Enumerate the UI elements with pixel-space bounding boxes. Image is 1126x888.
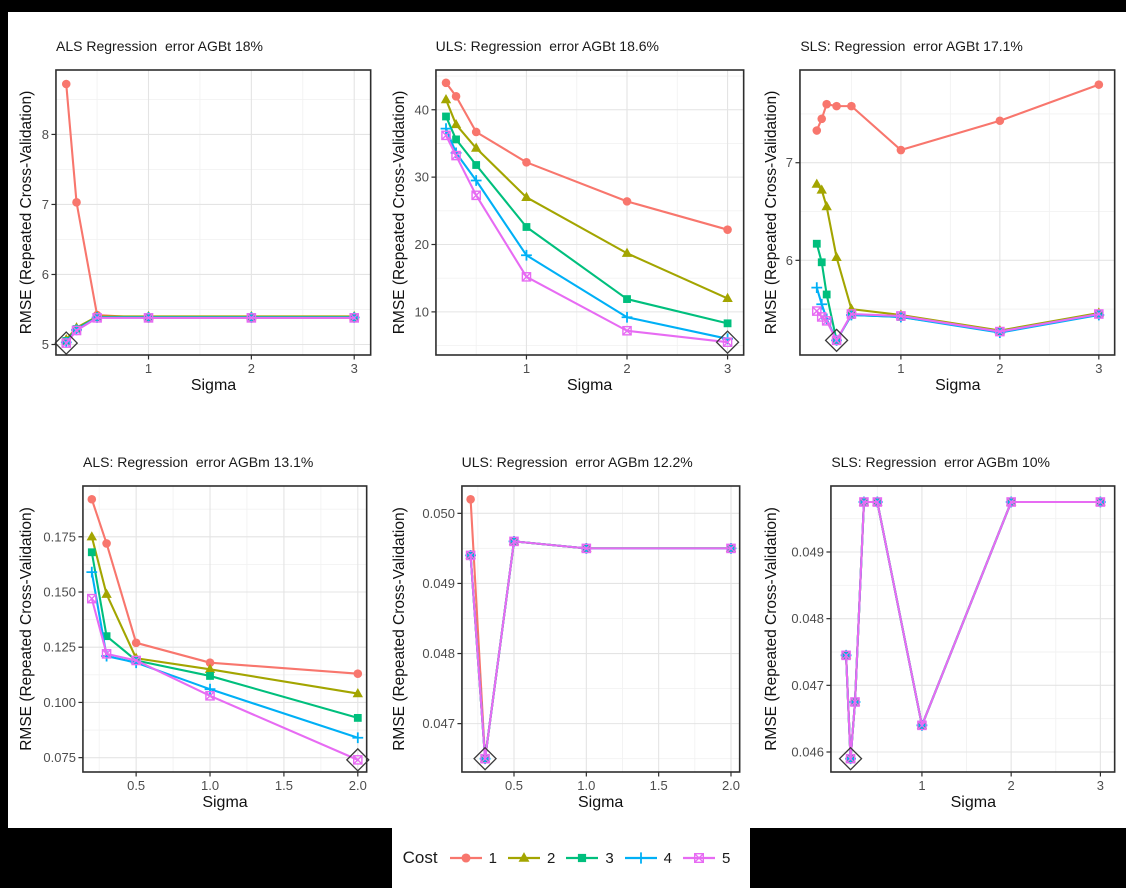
svg-text:0.050: 0.050 bbox=[422, 506, 454, 521]
plot-area: 0.5 1.0 1.5 2.0 0.075 0.100 0.125 0.150 0.175 bbox=[43, 485, 370, 793]
panel-grid: ALS Regression error AGBt 18% RMSE (Repe… bbox=[8, 12, 1126, 828]
legend-item-label: 2 bbox=[546, 849, 556, 867]
svg-text:0.5: 0.5 bbox=[127, 778, 145, 793]
svg-text:3: 3 bbox=[351, 361, 358, 376]
svg-text:2: 2 bbox=[1008, 778, 1015, 793]
svg-text:2: 2 bbox=[248, 361, 255, 376]
svg-text:0.150: 0.150 bbox=[43, 585, 75, 600]
svg-text:5: 5 bbox=[42, 337, 49, 352]
legend-item-cost-5: 5 bbox=[681, 847, 730, 869]
x-axis-label: Sigma bbox=[950, 794, 996, 811]
panel-title: ALS: Regression error AGBm 13.1% bbox=[83, 454, 314, 470]
x-axis-label: Sigma bbox=[566, 377, 613, 394]
svg-text:7: 7 bbox=[786, 155, 793, 170]
x-axis-label: Sigma bbox=[577, 794, 624, 811]
x-axis-label: Sigma bbox=[202, 794, 248, 811]
panel-uls-agbm: ULS: Regression error AGBm 12.2% RMSE (R… bbox=[381, 420, 754, 828]
svg-text:0.049: 0.049 bbox=[422, 576, 454, 591]
svg-text:6: 6 bbox=[786, 253, 793, 268]
plot-area: 1 2 3 5 6 7 8 bbox=[42, 69, 372, 376]
panel-title: SLS: Regression error AGBm 10% bbox=[831, 454, 1050, 470]
svg-text:0.5: 0.5 bbox=[505, 778, 523, 793]
svg-text:1.5: 1.5 bbox=[275, 778, 293, 793]
svg-text:2.0: 2.0 bbox=[722, 778, 740, 793]
panel-title: SLS: Regression error AGBt 17.1% bbox=[800, 38, 1023, 54]
svg-text:1.0: 1.0 bbox=[577, 778, 595, 793]
legend-item-label: 3 bbox=[605, 849, 614, 867]
panel-title: ALS Regression error AGBt 18% bbox=[56, 38, 263, 54]
panel-uls-agbt: ULS: Regression error AGBt 18.6% RMSE (R… bbox=[381, 12, 754, 420]
legend-key-plus-icon bbox=[624, 852, 657, 864]
svg-text:7: 7 bbox=[42, 197, 49, 212]
svg-text:40: 40 bbox=[414, 102, 428, 117]
plot-area: 0.5 1.0 1.5 2.0 0.047 0.048 0.049 0.050 bbox=[422, 485, 741, 793]
svg-text:0.075: 0.075 bbox=[43, 750, 75, 765]
svg-text:8: 8 bbox=[42, 127, 49, 142]
plot-area: 1 2 3 0.046 0.047 0.048 0.049 bbox=[792, 485, 1116, 793]
x-axis-label: Sigma bbox=[190, 377, 237, 394]
svg-text:1: 1 bbox=[522, 361, 529, 376]
legend-item-label: 4 bbox=[663, 849, 672, 867]
svg-text:3: 3 bbox=[724, 361, 731, 376]
panel-sls-agbt: SLS: Regression error AGBt 17.1% RMSE (R… bbox=[753, 12, 1126, 420]
legend-key-circle-icon bbox=[449, 853, 482, 863]
legend-item-cost-4: 4 bbox=[623, 847, 672, 869]
svg-text:10: 10 bbox=[414, 304, 428, 319]
figure-background: ALS Regression error AGBt 18% RMSE (Repe… bbox=[8, 12, 1126, 828]
svg-text:0.175: 0.175 bbox=[43, 529, 75, 544]
panel-als-agbm: ALS: Regression error AGBm 13.1% RMSE (R… bbox=[8, 420, 381, 828]
plot-area: 1 2 3 10 20 30 40 bbox=[414, 69, 745, 376]
x-axis-label: Sigma bbox=[935, 377, 981, 394]
plot-area: 1 2 3 6 7 bbox=[786, 69, 1116, 376]
legend-item-cost-2: 2 bbox=[506, 847, 555, 869]
svg-text:2.0: 2.0 bbox=[349, 778, 367, 793]
svg-text:2: 2 bbox=[997, 361, 1004, 376]
legend-item-cost-1: 1 bbox=[448, 847, 497, 869]
legend-item-label: 1 bbox=[488, 849, 497, 867]
svg-text:0.100: 0.100 bbox=[43, 695, 75, 710]
legend-item-cost-3: 3 bbox=[564, 847, 614, 869]
legend: Cost 1 2 3 4 5 bbox=[392, 828, 750, 888]
svg-text:0.048: 0.048 bbox=[792, 611, 824, 626]
panel-als-agbt: ALS Regression error AGBt 18% RMSE (Repe… bbox=[8, 12, 381, 420]
svg-text:0.125: 0.125 bbox=[43, 640, 75, 655]
svg-text:2: 2 bbox=[623, 361, 630, 376]
svg-text:6: 6 bbox=[42, 267, 49, 282]
legend-key-square-icon bbox=[566, 853, 599, 863]
legend-key-square-x-icon bbox=[683, 852, 715, 864]
legend-item-label: 5 bbox=[722, 849, 731, 867]
svg-text:0.046: 0.046 bbox=[792, 744, 824, 759]
svg-text:3: 3 bbox=[1097, 778, 1104, 793]
svg-text:0.047: 0.047 bbox=[792, 678, 824, 693]
svg-text:1.0: 1.0 bbox=[201, 778, 219, 793]
legend-key-triangle-icon bbox=[507, 852, 540, 862]
panel-title: ULS: Regression error AGBm 12.2% bbox=[461, 454, 693, 470]
svg-text:0.049: 0.049 bbox=[792, 544, 824, 559]
svg-text:0.047: 0.047 bbox=[422, 716, 454, 731]
svg-text:1: 1 bbox=[919, 778, 926, 793]
svg-text:1.5: 1.5 bbox=[649, 778, 667, 793]
legend-title: Cost bbox=[402, 848, 438, 867]
svg-text:3: 3 bbox=[1096, 361, 1103, 376]
svg-text:1: 1 bbox=[145, 361, 152, 376]
panel-sls-agbm: SLS: Regression error AGBm 10% RMSE (Rep… bbox=[753, 420, 1126, 828]
svg-text:30: 30 bbox=[414, 170, 428, 185]
svg-text:0.048: 0.048 bbox=[422, 646, 454, 661]
svg-text:1: 1 bbox=[898, 361, 905, 376]
svg-text:20: 20 bbox=[414, 237, 428, 252]
panel-title: ULS: Regression error AGBt 18.6% bbox=[435, 38, 659, 54]
